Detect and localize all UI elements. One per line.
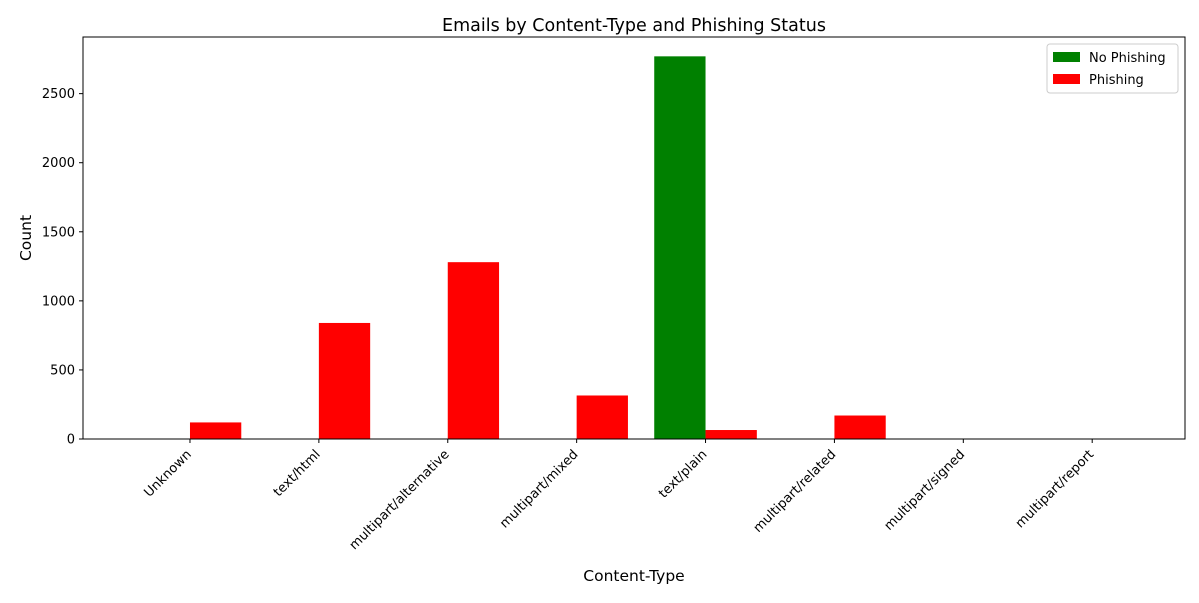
y-tick-label: 1000: [42, 294, 75, 309]
x-tick-label: multipart/alternative: [347, 447, 453, 553]
bar-phishing: [577, 395, 628, 439]
y-tick-label: 1500: [42, 225, 75, 240]
x-tick-label: multipart/related: [751, 447, 840, 536]
bar-phishing: [834, 416, 885, 439]
x-tick-label: Unknown: [142, 447, 195, 500]
bar-no-phishing: [654, 56, 705, 439]
y-tick-label: 2500: [42, 87, 75, 102]
bar-phishing: [448, 262, 499, 439]
bar-phishing: [706, 430, 757, 439]
bar-phishing: [190, 422, 241, 439]
y-tick-label: 0: [67, 433, 75, 448]
x-axis-label: Content-Type: [583, 567, 684, 585]
legend-swatch: [1053, 74, 1080, 84]
plot-frame: [83, 37, 1185, 439]
plot-area: 0 500 1000 1500 2000 2500 Unknown text/html mult…: [42, 37, 1185, 553]
legend-swatch: [1053, 52, 1080, 62]
y-axis-label: Count: [17, 215, 35, 261]
x-tick-label: multipart/signed: [882, 447, 969, 534]
x-tick-label: multipart/mixed: [497, 447, 581, 531]
x-tick-label: multipart/report: [1013, 447, 1097, 531]
legend: No Phishing Phishing: [1047, 44, 1178, 93]
bar-phishing: [319, 323, 370, 439]
x-tick-label: text/html: [271, 447, 324, 500]
legend-label: Phishing: [1089, 73, 1144, 88]
chart-title: Emails by Content-Type and Phishing Stat…: [442, 16, 826, 36]
y-tick-label: 2000: [42, 156, 75, 171]
x-tick-label: text/plain: [656, 447, 710, 501]
legend-label: No Phishing: [1089, 51, 1166, 66]
y-tick-label: 500: [50, 363, 75, 378]
